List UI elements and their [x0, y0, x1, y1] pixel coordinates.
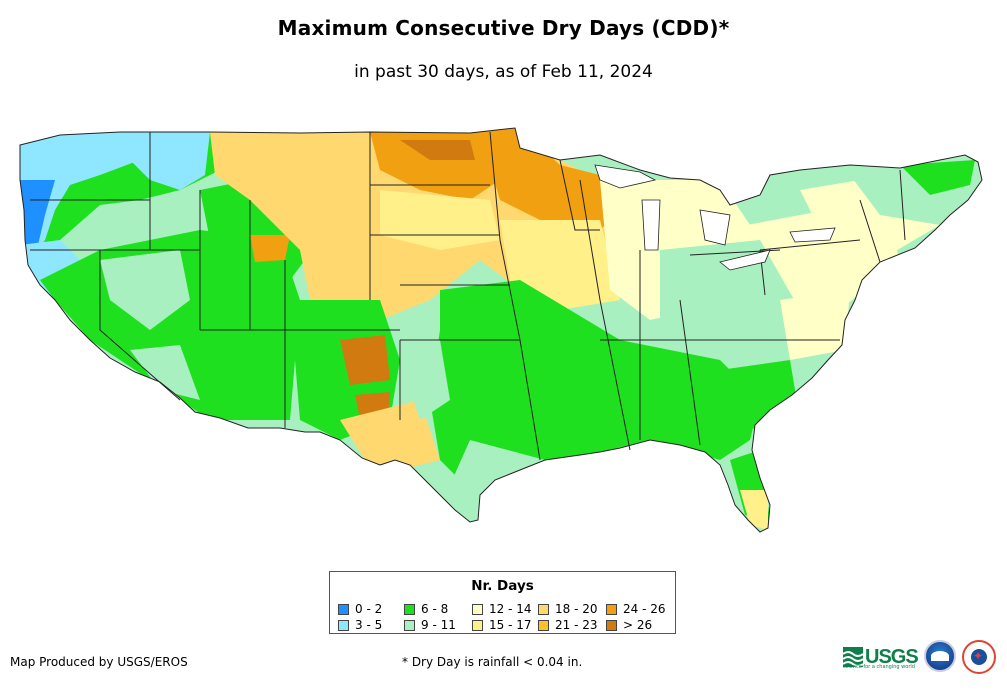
border-mn: [489, 131, 501, 241]
usgs-wave-icon: [842, 647, 864, 667]
legend-label: 3 - 5: [355, 618, 383, 632]
noaa-bird-icon: [931, 651, 949, 661]
credit-text: Map Produced by USGS/EROS: [10, 655, 188, 669]
legend-label: 6 - 8: [421, 602, 449, 616]
cdd-wyoming-orange: [250, 235, 290, 262]
cdd-virginia-pale: [780, 290, 850, 360]
legend-label: 12 - 14: [489, 602, 532, 616]
legend-item-24-26: 24 - 26: [606, 602, 666, 616]
border-ga: [679, 299, 701, 446]
legend-item-15-17: 15 - 17: [472, 618, 532, 632]
legend-swatch: [404, 619, 415, 631]
legend-item-0-2: 0 - 2: [338, 602, 382, 616]
border-ca-nv: [99, 250, 181, 401]
cdd-maine-green: [900, 160, 975, 195]
cdd-minnesota-orange: [480, 128, 630, 230]
border-wi-il: [579, 179, 601, 301]
usgs-logo: USGS science for a changing world: [842, 644, 921, 670]
legend-item-12-14: 12 - 14: [472, 602, 532, 616]
lake-ontario: [789, 227, 836, 243]
legend-swatch: [404, 603, 415, 615]
legend-item-9-11: 9 - 11: [404, 618, 456, 632]
nws-emblem-icon: [971, 649, 987, 665]
legend-swatch: [606, 619, 617, 631]
cdd-west-texas-yellow: [340, 400, 440, 470]
legend-item-3-5: 3 - 5: [338, 618, 382, 632]
legend: Nr. Days 0 - 2 3 - 5 6 - 8 9 - 11 12 - 1…: [329, 571, 676, 634]
legend-item-18-20: 18 - 20: [538, 602, 598, 616]
lake-michigan: [641, 199, 661, 251]
border-ny-pa: [759, 239, 861, 251]
dry-day-note: * Dry Day is rainfall < 0.04 in.: [402, 655, 583, 669]
nws-star-icon: ✦: [973, 649, 984, 663]
legend-label: 24 - 26: [623, 602, 666, 616]
cdd-pacific-coast-light-blue: [20, 130, 150, 260]
legend-label: 9 - 11: [421, 618, 456, 632]
legend-item-21-23: 21 - 23: [538, 618, 598, 632]
map-title: Maximum Consecutive Dry Days (CDD)*: [277, 16, 730, 40]
legend-title: Nr. Days: [471, 578, 534, 594]
usgs-wordmark: USGS: [865, 645, 919, 668]
border-ia-mo: [499, 239, 521, 341]
cdd-nm-dark-orange-1: [340, 335, 390, 385]
cdd-appalachian-mint: [660, 240, 800, 340]
border-ny-ne: [859, 199, 881, 263]
noaa-logo: noaa: [924, 640, 956, 672]
us-outline: [19, 127, 983, 533]
cdd-gulf-coast-mint: [450, 440, 545, 500]
noaa-logo-text: noaa: [931, 656, 949, 663]
legend-label: 18 - 20: [555, 602, 598, 616]
legend-swatch: [338, 603, 349, 615]
legend-swatch: [472, 619, 483, 631]
legend-swatch: [338, 619, 349, 631]
legend-swatch: [472, 603, 483, 615]
legend-item-6-8: 6 - 8: [404, 602, 448, 616]
cdd-nd-dark-orange: [400, 140, 475, 160]
legend-label: > 26: [623, 618, 653, 632]
legend-label: 21 - 23: [555, 618, 598, 632]
map-subtitle: in past 30 days, as of Feb 11, 2024: [354, 62, 653, 82]
legend-swatch: [538, 603, 549, 615]
great-lakes: [594, 164, 836, 271]
cdd-south-central-green: [430, 280, 760, 490]
legend-label: 0 - 2: [355, 602, 383, 616]
cdd-kansas-yellow: [300, 250, 420, 310]
lake-huron: [699, 209, 731, 246]
lake-erie: [719, 249, 771, 271]
cdd-oregon-coast-blue: [20, 180, 55, 245]
cdd-idaho-light-blue: [120, 132, 210, 190]
cdd-tx-panhandle-mint: [400, 340, 450, 420]
border-ar-la: [519, 339, 541, 461]
lake-superior: [594, 164, 657, 189]
border-ms-al: [599, 299, 631, 451]
cdd-s-california-mint: [130, 345, 200, 400]
state-borders: [19, 127, 983, 533]
cdd-nevada-mint: [100, 250, 190, 330]
nws-logo: ✦: [962, 640, 996, 674]
border-vt-nh: [899, 169, 906, 241]
legend-swatch: [538, 619, 549, 631]
cdd-s-florida-yellow: [740, 490, 768, 530]
cdd-regions: [20, 128, 982, 532]
legend-label: 15 - 17: [489, 618, 532, 632]
legend-item-gt-26: > 26: [606, 618, 652, 632]
border-wi-mi: [559, 159, 600, 231]
legend-swatch: [606, 603, 617, 615]
usgs-tagline: science for a changing world: [843, 664, 915, 670]
